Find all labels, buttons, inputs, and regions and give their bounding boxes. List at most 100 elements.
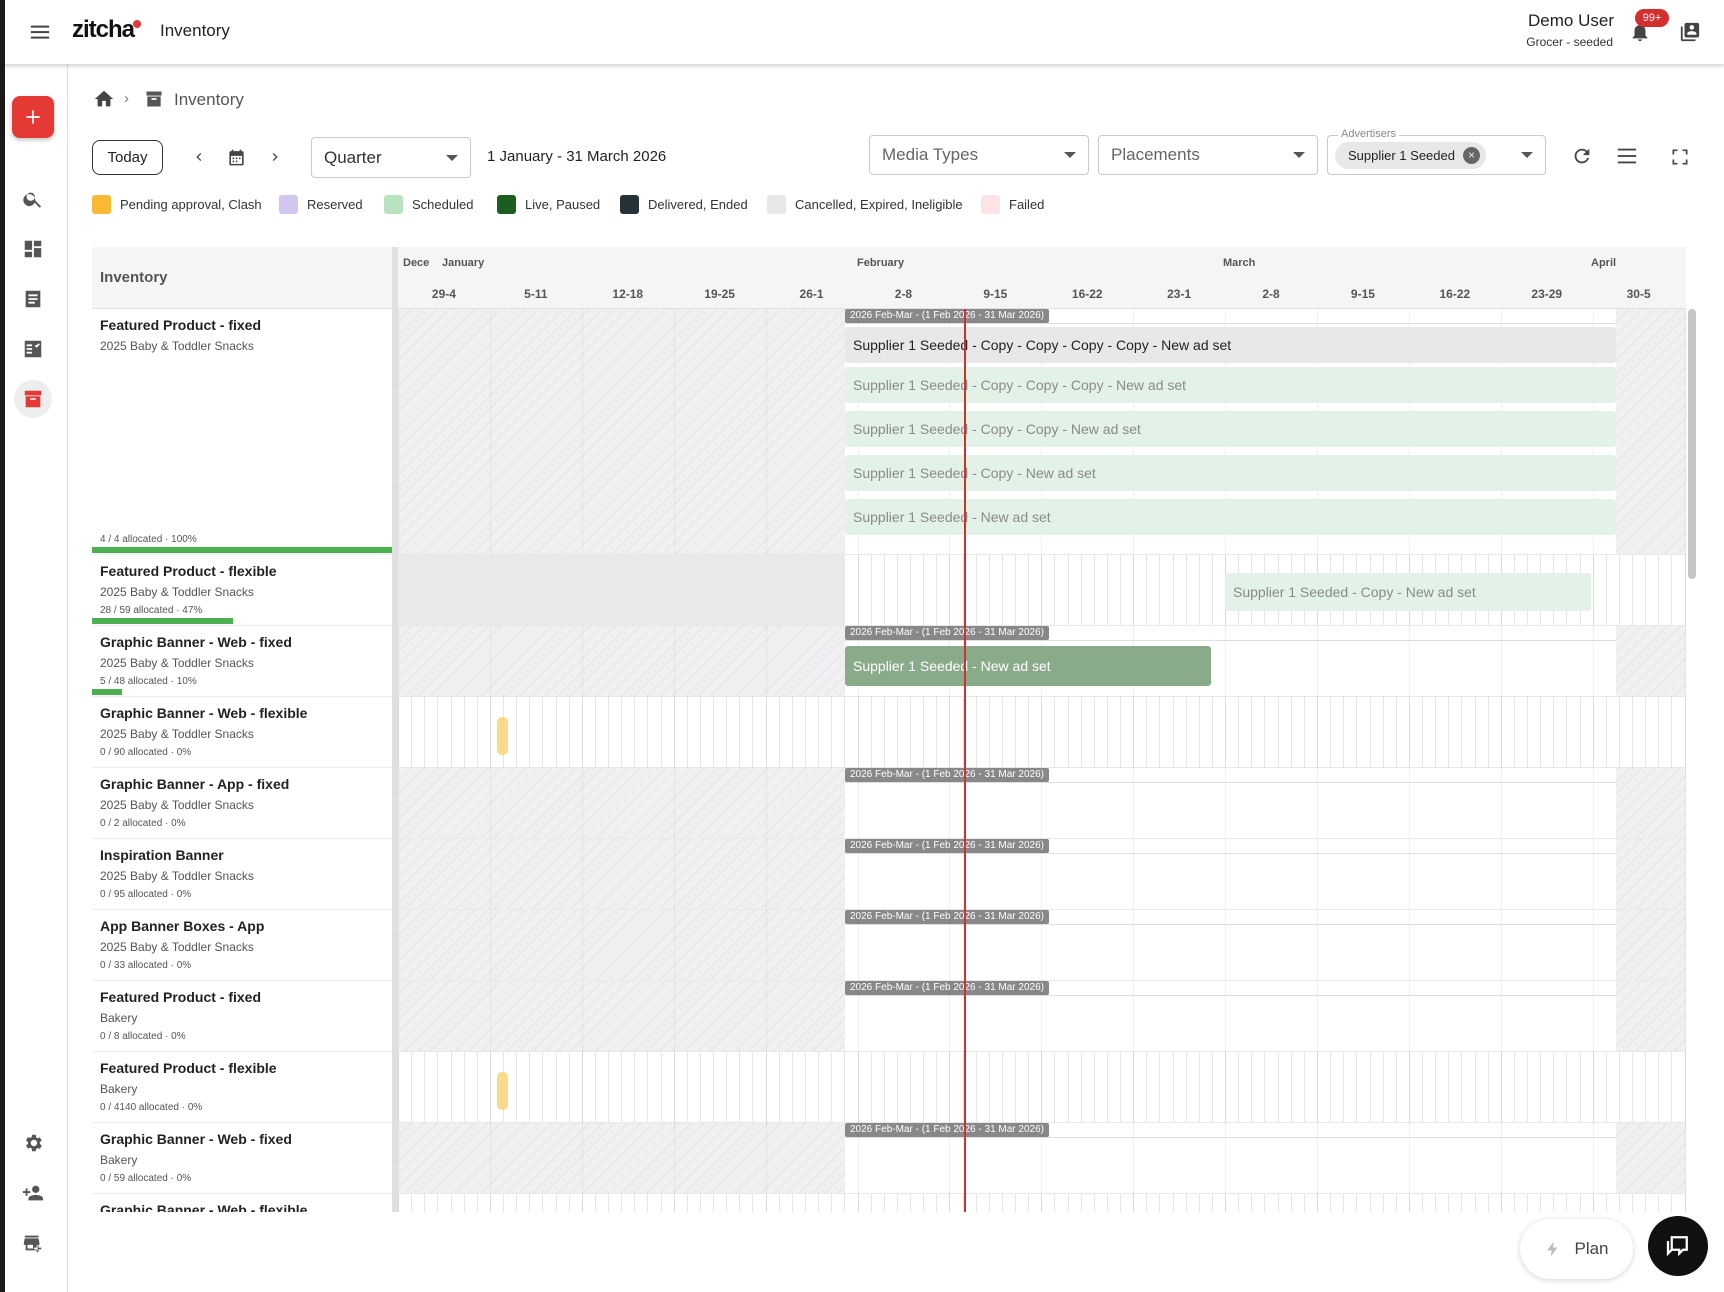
day-gridline [489,697,491,767]
day-gridline [1041,697,1043,767]
advertisers-select[interactable]: Advertisers Supplier 1 Seeded × [1327,128,1546,175]
day-gridline [424,697,426,767]
inventory-row[interactable]: App Banner Boxes - App 2025 Baby & Toddl… [92,910,392,981]
day-gridline [1264,697,1266,767]
booking-bar[interactable]: Supplier 1 Seeded - Copy - New ad set [845,455,1616,491]
week-gridline [765,309,767,1212]
day-gridline [1527,1194,1529,1212]
prev-period-icon[interactable] [188,146,210,168]
day-gridline [936,1194,938,1212]
period-tag: 2026 Feb-Mar - (1 Feb 2026 - 31 Mar 2026… [845,839,1049,853]
day-gridline [463,697,465,767]
inventory-row[interactable]: Graphic Banner - Web - fixed Bakery 0 / … [92,1123,392,1194]
brand-logo[interactable]: zitcha [72,16,135,43]
day-gridline [1290,697,1292,767]
booking-bar[interactable]: Supplier 1 Seeded - Copy - New ad set [1225,573,1591,611]
day-gridline [621,697,623,767]
booking-bar[interactable]: Supplier 1 Seeded - Copy - Copy - Copy -… [845,367,1616,403]
day-gridline [936,555,938,625]
day-gridline [1015,1052,1017,1122]
day-gridline [1172,555,1174,625]
advertiser-chip[interactable]: Supplier 1 Seeded × [1335,142,1486,169]
day-gridline [883,1194,885,1212]
refresh-icon[interactable] [1570,144,1594,168]
day-gridline [1238,697,1240,767]
day-gridline [1290,1194,1292,1212]
past-zone [398,555,845,625]
add-user-icon[interactable] [14,1174,52,1212]
media-types-select[interactable]: Media Types [869,135,1089,175]
menu-icon[interactable] [26,18,54,46]
day-gridline [555,697,557,767]
day-gridline [831,1194,833,1212]
add-store-icon[interactable] [14,1224,52,1262]
period-tag: 2026 Feb-Mar - (1 Feb 2026 - 31 Mar 2026… [845,309,1049,323]
settings-icon[interactable] [14,1124,52,1162]
day-gridline [1067,1052,1069,1122]
fullscreen-icon[interactable] [1668,145,1692,169]
plan-label: Plan [1574,1239,1609,1258]
chip-remove-icon[interactable]: × [1462,147,1480,164]
pending-booking-marker[interactable] [497,717,508,755]
user-name[interactable]: Demo User [1528,11,1614,30]
home-icon[interactable] [93,88,115,110]
inventory-row[interactable]: Graphic Banner - Web - fixed 2025 Baby &… [92,626,392,697]
day-gridline [1408,1052,1410,1122]
timeline-lane: 2026 Feb-Mar - (1 Feb 2026 - 31 Mar 2026… [398,626,1686,697]
day-gridline [1054,1194,1056,1212]
inventory-row[interactable]: Graphic Banner - Web - flexible [92,1194,392,1212]
create-button[interactable] [12,96,54,138]
inventory-row[interactable]: Featured Product - flexible 2025 Baby & … [92,555,392,626]
bell-icon[interactable] [1627,18,1653,46]
search-icon[interactable] [14,180,52,218]
plan-button[interactable]: Plan [1520,1219,1633,1279]
legend-item-reserved: Reserved [279,193,363,215]
day-gridline [699,1194,701,1212]
booking-bar-cancelled[interactable]: Supplier 1 Seeded - Copy - Copy - Copy -… [845,327,1616,363]
inventory-row-subtitle: Bakery [100,1082,138,1096]
inventory-row[interactable]: Featured Product - flexible Bakery 0 / 4… [92,1052,392,1123]
inventory-nav-item[interactable] [14,380,52,418]
day-gridline [870,1052,872,1122]
placements-select[interactable]: Placements [1098,135,1318,175]
day-gridline [1054,1052,1056,1122]
vertical-scrollbar[interactable] [1688,309,1696,579]
list-view-icon[interactable] [1614,144,1640,168]
day-gridline [1435,697,1437,767]
day-gridline [791,697,793,767]
legend-swatch [384,194,403,214]
day-gridline [1317,1194,1318,1212]
inventory-row[interactable]: Inspiration Banner 2025 Baby & Toddler S… [92,839,392,910]
column-resizer[interactable] [392,247,398,1212]
day-gridline [923,555,925,625]
day-gridline [568,1052,570,1122]
day-gridline [411,1052,413,1122]
next-period-icon[interactable] [264,146,286,168]
booking-bar[interactable]: Supplier 1 Seeded - New ad set [845,499,1616,535]
inventory-row[interactable]: Graphic Banner - Web - flexible 2025 Bab… [92,697,392,768]
period-select[interactable]: Quarter [311,137,471,178]
timeline-lane [398,1194,1686,1212]
inventory-row[interactable]: Featured Product - fixed Bakery 0 / 8 al… [92,981,392,1052]
dashboard-icon[interactable] [14,230,52,268]
today-button[interactable]: Today [92,140,163,175]
booking-bar-scheduled[interactable]: Supplier 1 Seeded - New ad set [845,646,1211,686]
approvals-icon[interactable] [14,330,52,368]
inventory-row[interactable]: Graphic Banner - App - fixed 2025 Baby &… [92,768,392,839]
day-gridline [1277,1052,1279,1122]
day-gridline [1041,1194,1043,1212]
day-gridline [1106,1194,1108,1212]
pending-booking-marker[interactable] [497,1072,508,1110]
inventory-row[interactable]: Featured Product - fixed 2025 Baby & Tod… [92,309,392,555]
day-gridline [752,1052,754,1122]
booking-bar[interactable]: Supplier 1 Seeded - Copy - Copy - New ad… [845,411,1616,447]
day-gridline [949,1052,951,1122]
day-gridline [1080,555,1082,625]
day-gridline [713,1194,715,1212]
orders-icon[interactable] [14,280,52,318]
account-switch-icon[interactable] [1676,18,1704,46]
calendar-icon[interactable] [225,146,247,168]
chat-button[interactable] [1648,1216,1708,1276]
day-gridline [962,555,964,625]
day-gridline [1106,1052,1108,1122]
